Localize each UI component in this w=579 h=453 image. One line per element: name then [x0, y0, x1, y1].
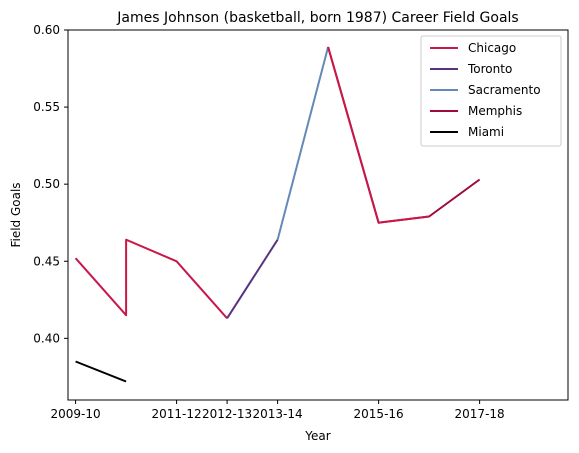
y-axis-label: Field Goals [9, 182, 23, 247]
legend-box [420, 35, 562, 147]
plot-frame [67, 29, 569, 401]
y-tick-label: 0.45 [33, 254, 60, 268]
legend-entries: Chicago Toronto Sacramento Memphis Miami [430, 41, 541, 139]
legend-label-miami: Miami [468, 125, 504, 139]
x-tick-label: 2012-13 [202, 407, 252, 421]
x-tick-label: 2011-12 [152, 407, 202, 421]
legend-label-toronto: Toronto [467, 62, 512, 76]
y-tick-label: 0.40 [33, 331, 60, 345]
x-tick-label: 2009-10 [51, 407, 101, 421]
x-tick-label: 2017-18 [455, 407, 505, 421]
series-line-sacramento [276, 46, 330, 240]
chart-title: James Johnson (basketball, born 1987) Ca… [116, 10, 518, 26]
legend-label-chicago: Chicago [468, 41, 516, 55]
overlay-line-0 [327, 46, 430, 224]
y-tick-label: 0.60 [33, 23, 60, 37]
y-axis: 0.40 0.45 0.50 0.55 0.60 [33, 23, 68, 345]
series-line-toronto [226, 239, 279, 319]
y-tick-label: 0.50 [33, 177, 60, 191]
legend-label-sacramento: Sacramento [468, 83, 541, 97]
series-line-miami [75, 360, 127, 383]
x-tick-label: 2015-16 [354, 407, 404, 421]
legend: Chicago Toronto Sacramento Memphis Miami [420, 35, 562, 147]
x-tick-label: 2013-14 [253, 407, 303, 421]
legend-label-memphis: Memphis [468, 104, 522, 118]
x-axis: 2009-10 2011-12 2012-13 2013-14 2015-16 2017-… [51, 400, 505, 421]
x-axis-label: Year [304, 429, 330, 443]
y-tick-label: 0.55 [33, 100, 60, 114]
series-line-chicago [74, 238, 228, 319]
series-lines [74, 46, 481, 383]
